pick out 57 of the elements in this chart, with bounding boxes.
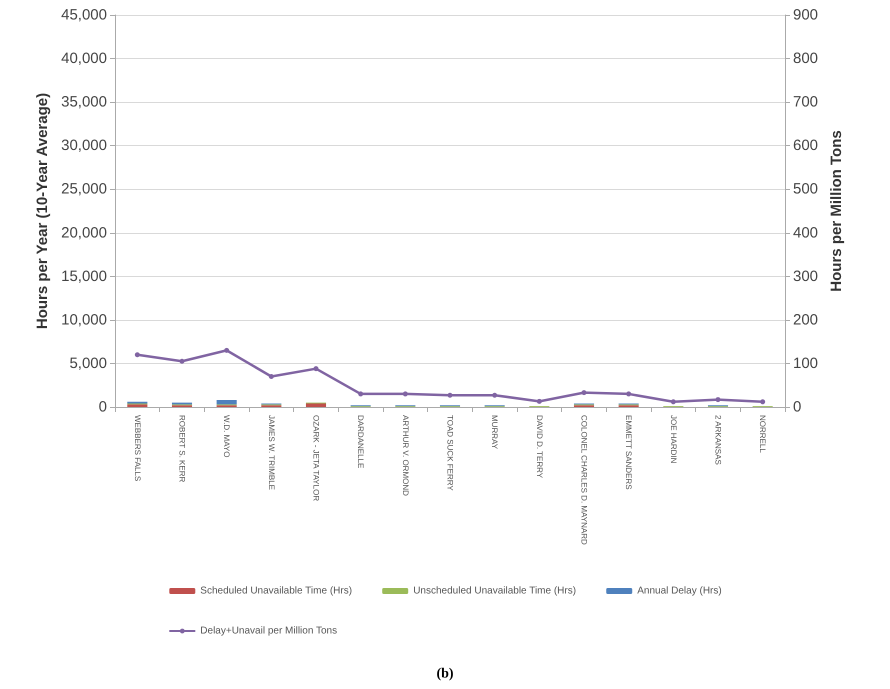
y2-tick-label: 500 [793, 180, 818, 198]
x-tick-label: OZARK - JETA TAYLOR [312, 415, 320, 502]
x-tick-label: EMMETT SANDERS [624, 415, 634, 490]
legend-label: Scheduled Unavailable Time (Hrs) [200, 586, 352, 596]
legend-label: Delay+Unavail per Million Tons [200, 626, 338, 636]
y2-tick-label: 100 [793, 354, 818, 372]
y-tick-label: 15,000 [61, 268, 107, 285]
point [760, 399, 766, 404]
y-tick-label: 5,000 [69, 354, 107, 372]
x-tick-label: DAVID D. TERRY [534, 415, 544, 479]
point [536, 398, 542, 404]
x-tick-label: MURRAY [490, 415, 500, 450]
legend-label: Annual Delay (Hrs) [637, 586, 722, 596]
x-tick-label: W.D. MAYO [222, 415, 232, 458]
y-axis-title: Hours per Year (10-Year Average) [34, 92, 52, 330]
y2-tick-label: 600 [793, 137, 818, 154]
y-tick-label: 45,000 [61, 6, 107, 24]
y-tick-label: 20,000 [61, 224, 107, 242]
y2-tick-label: 300 [793, 268, 818, 285]
point [134, 352, 140, 358]
y2-axis-title: Hours per Million Tons [828, 130, 845, 292]
x-tick-label: ROBERT S. KERR [178, 415, 186, 482]
point [716, 397, 720, 402]
text: (b) [436, 666, 454, 682]
y-tick-label: 0 [98, 398, 107, 416]
point [180, 358, 184, 364]
point [582, 390, 586, 396]
x-tick-label: WEBBERS FALLS [132, 415, 142, 482]
x-tick-label: JAMES W. TRIMBLE [266, 415, 276, 490]
y2-tick-label: 700 [793, 94, 818, 111]
y2-tick-label: 200 [793, 311, 818, 328]
x-tick-label: NORRELL [758, 415, 768, 454]
legend-label: Unscheduled Unavailable Time (Hrs) [413, 586, 576, 596]
y-tick-label: 40,000 [61, 50, 107, 68]
y2-tick-label: 0 [793, 398, 802, 416]
x-tick-label: ARTHUR V. ORMOND [400, 415, 410, 496]
x-tick-label: 2 ARKANSAS [714, 415, 722, 465]
point [492, 392, 498, 398]
x-tick-label: TOAD SUCK FERRY [446, 415, 454, 492]
x-tick-label: COLONEL CHARLES D. MAYNARD [580, 415, 588, 546]
point [224, 348, 230, 353]
y2-tick-label: 400 [793, 224, 818, 242]
y2-tick-label: 800 [793, 50, 818, 68]
y2-tick-label: 900 [793, 6, 818, 24]
point [626, 391, 632, 396]
y-tick-label: 25,000 [61, 180, 107, 198]
point [358, 391, 364, 396]
point [268, 374, 274, 380]
x-tick-label: JOE HARDIN [668, 415, 678, 464]
y-tick-label: 10,000 [61, 311, 107, 328]
y-tick-label: 30,000 [61, 137, 107, 154]
y-tick-label: 35,000 [61, 94, 107, 111]
point [670, 399, 676, 404]
point [402, 391, 408, 396]
point [314, 366, 318, 372]
point [448, 392, 452, 398]
x-tick-label: DARDANELLE [356, 415, 366, 468]
